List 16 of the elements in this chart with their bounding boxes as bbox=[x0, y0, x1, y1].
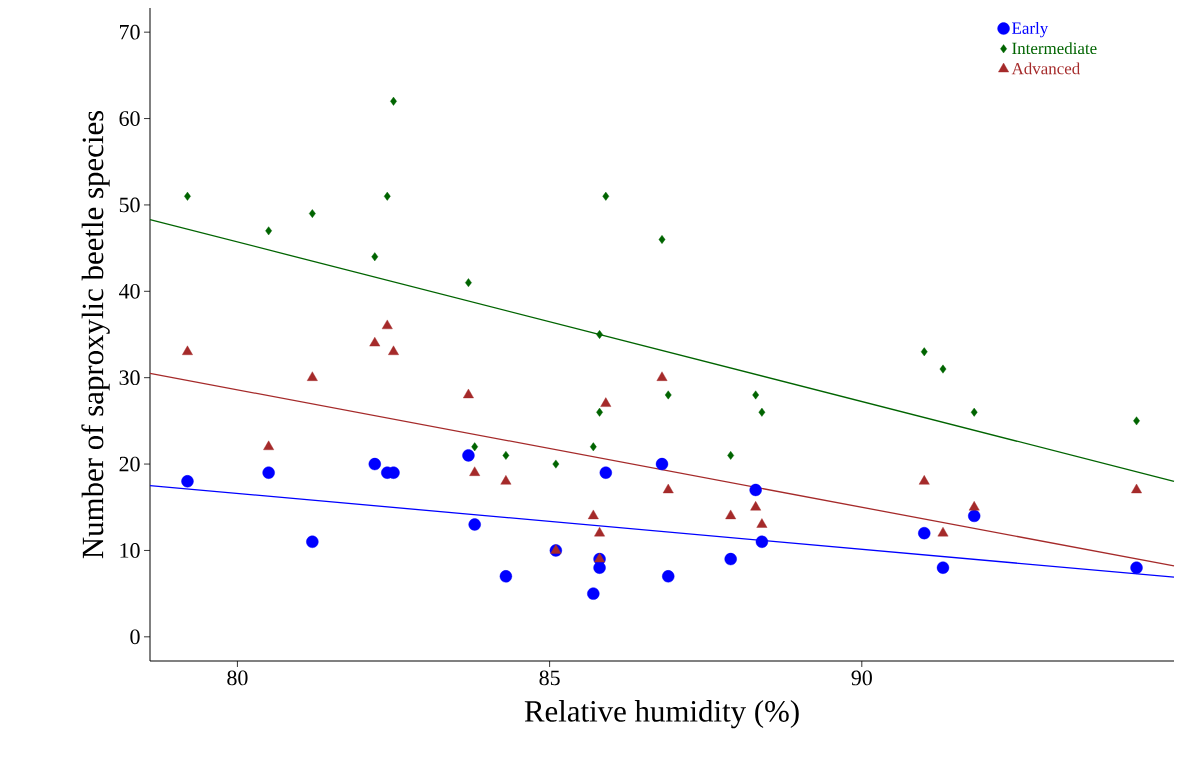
y-axis-title: Number of saproxylic beetle species bbox=[81, 110, 110, 559]
legend-label: Early bbox=[1012, 21, 1049, 38]
legend-label: Intermediate bbox=[1012, 42, 1097, 55]
y-tick-label: 60 bbox=[119, 111, 140, 126]
y-tick-label: 30 bbox=[119, 370, 140, 386]
x-tick-label: 85 bbox=[539, 670, 560, 686]
y-tick-label: 20 bbox=[119, 456, 140, 472]
y-tick-label: 50 bbox=[119, 197, 140, 213]
legend-label: Advanced bbox=[1011, 62, 1081, 75]
y-tick-label: 0 bbox=[130, 629, 140, 645]
x-tick-label: 80 bbox=[227, 670, 248, 686]
y-tick-label: 40 bbox=[119, 283, 140, 299]
x-axis-title: Relative humidity (%) bbox=[524, 700, 799, 729]
y-tick-label: 10 bbox=[120, 543, 140, 558]
x-tick-label: 90 bbox=[851, 670, 872, 686]
y-tick-label: 70 bbox=[120, 24, 140, 40]
